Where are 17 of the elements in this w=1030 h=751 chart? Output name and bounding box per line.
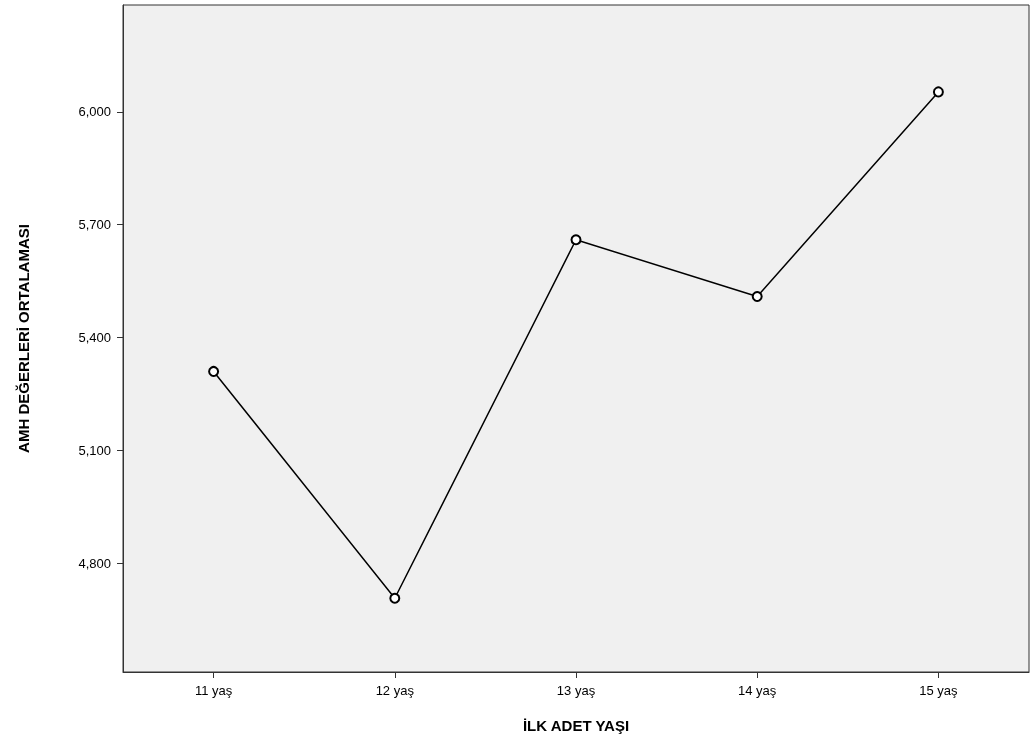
x-axis-title: İLK ADET YAŞI (522, 717, 630, 734)
y-tick-label: 5,700 (78, 217, 111, 233)
x-tick-label: 11 yaş (194, 683, 233, 698)
x-tick-label: 13 yaş (556, 683, 596, 698)
point (751, 291, 763, 303)
point (389, 592, 401, 604)
point (208, 365, 220, 377)
point (932, 86, 944, 98)
y-axis-title: AMH DEĞERLERİ ORTALAMASI (15, 224, 32, 453)
x-tick-label: 14 yaş (738, 683, 777, 698)
y-tick-label: 5,100 (78, 442, 111, 458)
x-tick-label: 12 yaş (375, 683, 415, 698)
y-tick-label: 5,400 (78, 330, 111, 346)
y-tick-label: 6,000 (78, 104, 111, 120)
point (570, 234, 582, 246)
y-tick-label: 4,800 (78, 555, 111, 571)
x-tick-label: 15 yaş (919, 683, 959, 698)
